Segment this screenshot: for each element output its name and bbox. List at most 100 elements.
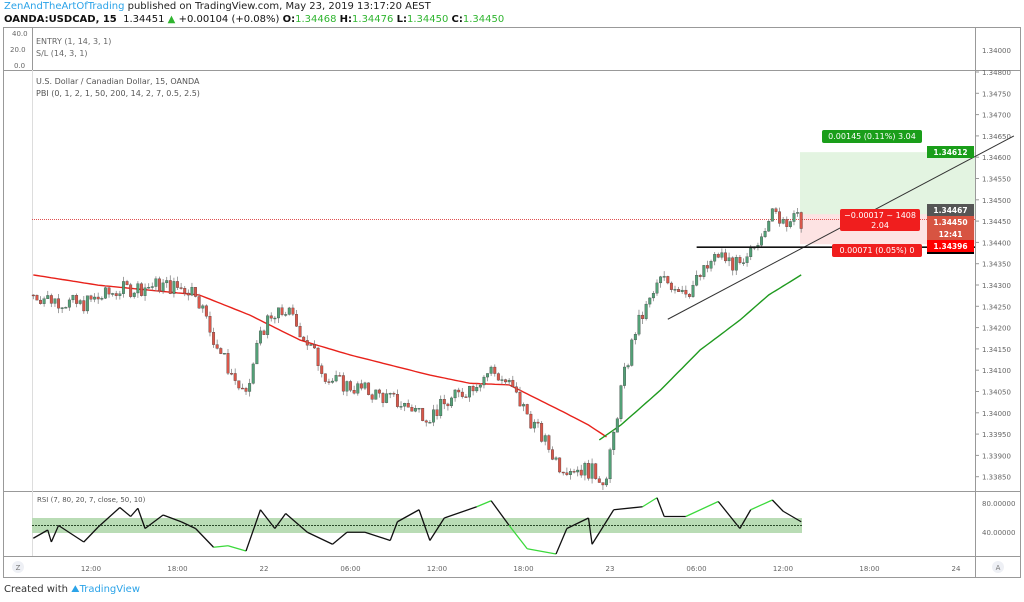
candle-up [432, 409, 435, 423]
pbi-indicator-label[interactable]: PBI (0, 1, 2, 1, 50, 200, 14, 2, 7, 0.5,… [36, 89, 200, 98]
time-tick: 18:00 [167, 565, 187, 573]
candle-down [518, 392, 522, 407]
candle-down [460, 391, 464, 397]
entry-indicator-label[interactable]: ENTRY (1, 14, 3, 1) [36, 37, 111, 46]
candle-down [316, 347, 320, 366]
candles [31, 207, 803, 490]
candle-down [785, 219, 789, 227]
time-tick: 06:00 [686, 565, 706, 573]
time-axis[interactable]: 12:00 18:00 22 06:00 12:00 18:00 23 06:00 12:00 1… [81, 565, 961, 573]
rsi-line-segment [591, 509, 615, 545]
rsi-line-segment [397, 509, 420, 523]
candle-up [763, 230, 767, 237]
candle-up [691, 285, 695, 297]
candle-down [226, 353, 230, 374]
rsi-line-segment [285, 513, 308, 533]
candle-up [287, 307, 291, 315]
candle-up [507, 379, 511, 383]
candle-down [377, 389, 381, 394]
candle-up [608, 449, 612, 480]
candle-down [57, 298, 61, 309]
rsi-line-segment [32, 529, 49, 539]
candle-down [82, 300, 86, 312]
candle-down [204, 305, 208, 317]
candle-down [504, 379, 508, 383]
candle-down [183, 288, 187, 294]
author-link[interactable]: ZenAndTheArtOfTrading [4, 1, 125, 12]
candle-down [244, 388, 248, 392]
candle-down [446, 403, 450, 407]
stop-label[interactable]: 0.00071 (0.05%) 0 [832, 244, 922, 257]
candle-down [75, 295, 79, 304]
chart-canvas[interactable]: 40.0 20.0 0.0 ENTRY (1, 14, 3, 1) S/L (1… [0, 0, 1024, 580]
pnl-label-text: 2.04 [871, 221, 889, 230]
candle-down [381, 393, 385, 403]
candle-up [468, 386, 471, 398]
candle-up [767, 221, 771, 232]
price-change: +0.00104 (+0.08%) [178, 14, 280, 25]
candle-up [543, 435, 547, 442]
sl-indicator-label[interactable]: S/L (14, 3, 1) [36, 49, 88, 58]
price-tick: 1.34500 [982, 197, 1011, 205]
candle-up [770, 208, 774, 222]
rsi-label[interactable]: RSI (7, 80, 20, 7, close, 50, 10) [37, 496, 146, 504]
candle-down [176, 281, 179, 288]
price-tick: 1.34050 [982, 389, 1011, 397]
candle-down [799, 212, 803, 229]
price-tick: 1.34600 [982, 154, 1011, 162]
candle-down [49, 295, 53, 304]
candle-down [435, 409, 439, 416]
price-axis[interactable]: 1.34800 1.34750 1.34700 1.34650 1.34600 1.345… [975, 69, 1011, 482]
rsi-line-segment [274, 513, 287, 529]
price-tick: 1.34300 [982, 282, 1011, 290]
current-price-axis-label: 1.34467 [927, 204, 974, 216]
price-tick: 1.34700 [982, 112, 1011, 120]
candle-up [576, 469, 580, 473]
candle-up [453, 389, 457, 399]
candle-up [277, 307, 280, 319]
rsi-line-segment [332, 531, 348, 545]
zoom-button[interactable] [12, 561, 24, 573]
candle-up [475, 387, 479, 392]
auto-scale-button[interactable] [992, 561, 1004, 573]
candle-down [677, 289, 681, 292]
auto-scale-label[interactable]: A [996, 564, 1001, 572]
candle-up [309, 344, 313, 346]
candle-down [352, 390, 356, 394]
candle-down [464, 396, 468, 398]
axis-marker [927, 252, 974, 254]
ma-200-line[interactable] [598, 274, 802, 441]
candle-up [53, 298, 57, 304]
rsi-line-segment [508, 525, 528, 550]
candle-up [727, 257, 731, 262]
candle-up [522, 404, 526, 407]
zoom-button-label[interactable]: Z [16, 564, 21, 572]
candle-down [684, 289, 688, 295]
candle-down [716, 254, 720, 258]
rsi-line-segment [750, 499, 773, 511]
tradingview-logo-icon: ⛰ [71, 584, 80, 595]
rsi-line-segment [97, 507, 121, 528]
price-tick: 1.34650 [982, 133, 1011, 141]
ma-50-line[interactable] [33, 274, 607, 438]
tradingview-brand[interactable]: TradingView [79, 584, 140, 595]
position-tool[interactable] [32, 152, 975, 245]
candle-up [637, 314, 641, 335]
take-profit-axis-label: 1.34612 [927, 146, 974, 158]
candle-up [46, 295, 50, 299]
candle-down [511, 379, 515, 387]
rsi-line-segment [490, 500, 510, 526]
candle-up [331, 380, 334, 383]
target-label[interactable]: 0.00145 (0.11%) 3.04 [822, 130, 922, 143]
rsi-line-segment [418, 509, 431, 541]
candle-up [161, 282, 165, 292]
rsi-line-segment [389, 521, 399, 541]
price-tick: 1.34100 [982, 367, 1011, 375]
stop-axis-label: 1.34396 [927, 240, 974, 252]
candle-up [190, 287, 194, 296]
time-tick: 22 [260, 565, 269, 573]
candle-up [478, 384, 482, 388]
candle-down [320, 365, 324, 374]
candle-down [327, 381, 331, 383]
